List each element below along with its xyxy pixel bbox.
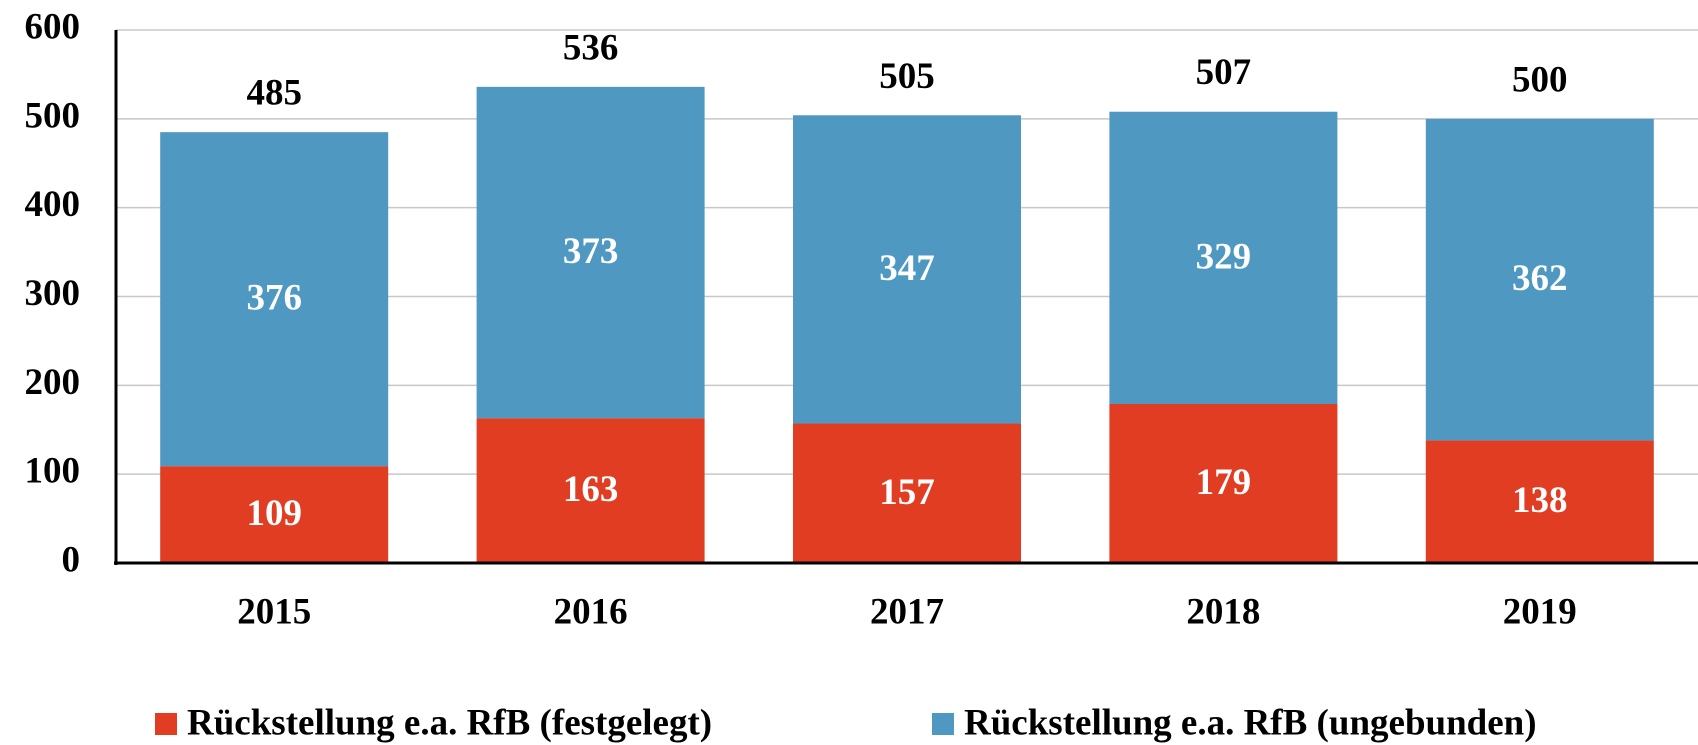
y-tick-label: 100 [25,451,81,492]
value-label: 362 [1512,258,1568,299]
value-label: 179 [1196,462,1252,503]
total-label: 485 [246,73,302,114]
bar-segment [476,418,705,563]
bar-segment [1109,111,1338,404]
value-label: 329 [1196,236,1252,277]
x-tick-label: 2015 [237,591,311,632]
value-label: 373 [563,231,619,272]
y-tick-label: 200 [25,362,81,403]
legend-label: Rückstellung e.a. RfB (ungebunden) [964,702,1537,743]
value-label: 157 [879,472,935,513]
x-tick-label: 2017 [870,591,944,632]
bar-segment [476,86,705,419]
value-label: 163 [563,469,619,510]
legend-swatch [932,713,954,735]
x-tick-label: 2018 [1186,591,1260,632]
bar-segment [1425,118,1654,441]
bar-segment [1109,403,1338,563]
y-tick-label: 600 [25,6,81,47]
x-tick-label: 2016 [554,591,628,632]
y-tick-label: 400 [25,184,81,225]
bar-segment [1425,440,1654,563]
total-label: 500 [1512,59,1568,100]
y-tick-label: 0 [62,539,81,580]
bar-segment [793,115,1021,424]
value-label: 138 [1512,480,1568,521]
total-label: 505 [879,56,935,97]
legend-label: Rückstellung e.a. RfB (festgelegt) [187,702,712,743]
value-label: 109 [246,493,302,534]
legend-swatch [155,713,177,735]
bar-segment [160,132,389,467]
value-label: 347 [879,248,935,289]
bar-segment [160,466,389,563]
y-tick-label: 500 [25,95,81,136]
value-label: 376 [246,278,302,319]
bar-segment [793,423,1021,563]
total-label: 536 [563,27,619,68]
x-tick-label: 2019 [1503,591,1577,632]
total-label: 507 [1196,52,1252,93]
y-tick-label: 300 [25,273,81,314]
